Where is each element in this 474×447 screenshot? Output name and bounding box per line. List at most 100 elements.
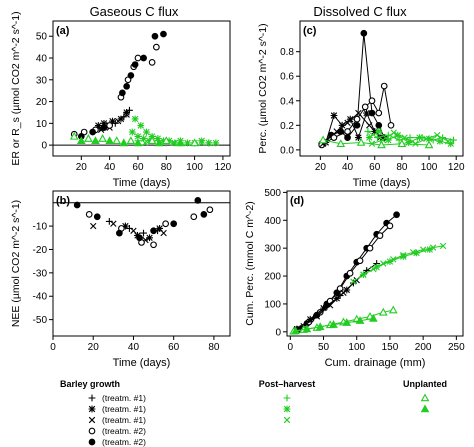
data-point <box>127 72 135 79</box>
y-tick-label: 0.8 <box>280 47 294 58</box>
data-point <box>85 211 93 218</box>
data-point <box>122 222 129 230</box>
y-tick-label: 50 <box>36 32 48 43</box>
legend-symbol <box>283 394 291 402</box>
data-point <box>390 129 397 136</box>
data-point <box>364 128 372 135</box>
data-point <box>359 271 367 279</box>
series-line <box>322 139 430 146</box>
data-point <box>426 246 434 253</box>
data-point <box>131 115 139 123</box>
data-point <box>384 136 392 144</box>
plot-frame <box>52 190 231 337</box>
data-point <box>329 320 338 328</box>
data-point <box>141 139 149 147</box>
data-point <box>375 121 383 129</box>
panel-label: (d) <box>290 195 304 207</box>
data-point <box>330 134 338 141</box>
data-point <box>401 134 408 141</box>
plot-frame <box>299 20 464 157</box>
data-point <box>375 128 383 135</box>
data-point <box>154 135 162 142</box>
legend: Barley growth(treatm. #1)(treatm. #1)(tr… <box>60 379 447 447</box>
y-tick-label: 0.0 <box>280 145 294 156</box>
data-point <box>116 229 123 237</box>
data-point <box>416 134 423 141</box>
y-tick-label: 40 <box>36 54 48 65</box>
y-tick-label: -10 <box>33 222 48 233</box>
x-tick-label: 60 <box>369 162 381 173</box>
data-point <box>94 122 102 129</box>
data-point <box>406 134 414 141</box>
legend-symbol <box>88 405 96 413</box>
data-point <box>336 139 346 147</box>
data-point <box>333 128 340 135</box>
data-point <box>353 121 361 129</box>
data-point <box>338 121 346 129</box>
data-point <box>98 134 107 142</box>
data-point <box>161 136 171 145</box>
data-point <box>439 242 447 250</box>
series-7 <box>141 139 205 147</box>
legend-symbol <box>88 438 96 446</box>
y-tick-label: -30 <box>33 268 48 279</box>
series-line <box>321 33 385 145</box>
data-point <box>302 324 312 333</box>
data-point <box>90 222 97 230</box>
data-point <box>330 112 338 119</box>
data-point <box>355 134 362 141</box>
legend-symbol <box>420 404 430 413</box>
legend-group-1: Post–harvest <box>259 379 315 424</box>
x-tick-label: 40 <box>128 342 140 353</box>
x-axis-label: Cum. drainage (mm) <box>325 357 426 369</box>
data-point <box>146 234 153 242</box>
data-point <box>436 137 444 145</box>
data-point <box>171 139 179 147</box>
data-point <box>119 138 129 147</box>
legend-label: (treatm. #2) <box>102 437 146 447</box>
y-tick-label: -40 <box>33 292 48 303</box>
data-point <box>326 302 334 309</box>
data-point <box>360 29 368 37</box>
series-8 <box>69 131 199 147</box>
data-point <box>140 54 147 62</box>
data-point <box>405 139 413 146</box>
data-point <box>365 134 373 141</box>
data-point <box>133 138 143 147</box>
legend-title: Barley growth <box>60 379 120 389</box>
legend-label: (treatm. #2) <box>102 426 146 436</box>
data-point <box>366 244 374 252</box>
series-3 <box>319 109 384 147</box>
data-point <box>388 305 398 314</box>
data-point <box>366 122 373 129</box>
x-tick-label: 0 <box>50 342 56 353</box>
series-7 <box>318 135 434 149</box>
x-axis-label: Time (days) <box>113 177 171 189</box>
data-point <box>114 117 122 125</box>
data-point <box>439 134 447 141</box>
panel-label: (b) <box>56 195 70 207</box>
data-point <box>140 229 147 237</box>
legend-title: Unplanted <box>403 379 447 389</box>
x-tick-label: 20 <box>88 342 100 353</box>
data-point <box>76 136 86 145</box>
data-point <box>170 220 178 228</box>
y-tick-label: 400 <box>264 216 281 227</box>
data-point <box>100 124 108 132</box>
x-tick-label: 200 <box>415 342 432 353</box>
data-point <box>412 140 419 147</box>
series-3 <box>85 206 214 249</box>
data-point <box>315 322 325 331</box>
data-point <box>91 136 100 145</box>
y-axis-label: NEE (µmol CO2 m^-2 s^-1) <box>10 200 22 327</box>
x-tick-label: 60 <box>132 162 144 173</box>
x-tick-label: 150 <box>382 342 399 353</box>
data-point <box>154 138 164 147</box>
data-point <box>123 111 130 118</box>
header-gaseous: Gaseous C flux <box>90 4 179 19</box>
series-line <box>363 249 430 276</box>
data-point <box>291 326 300 335</box>
data-point <box>386 222 394 230</box>
data-point <box>93 213 101 221</box>
